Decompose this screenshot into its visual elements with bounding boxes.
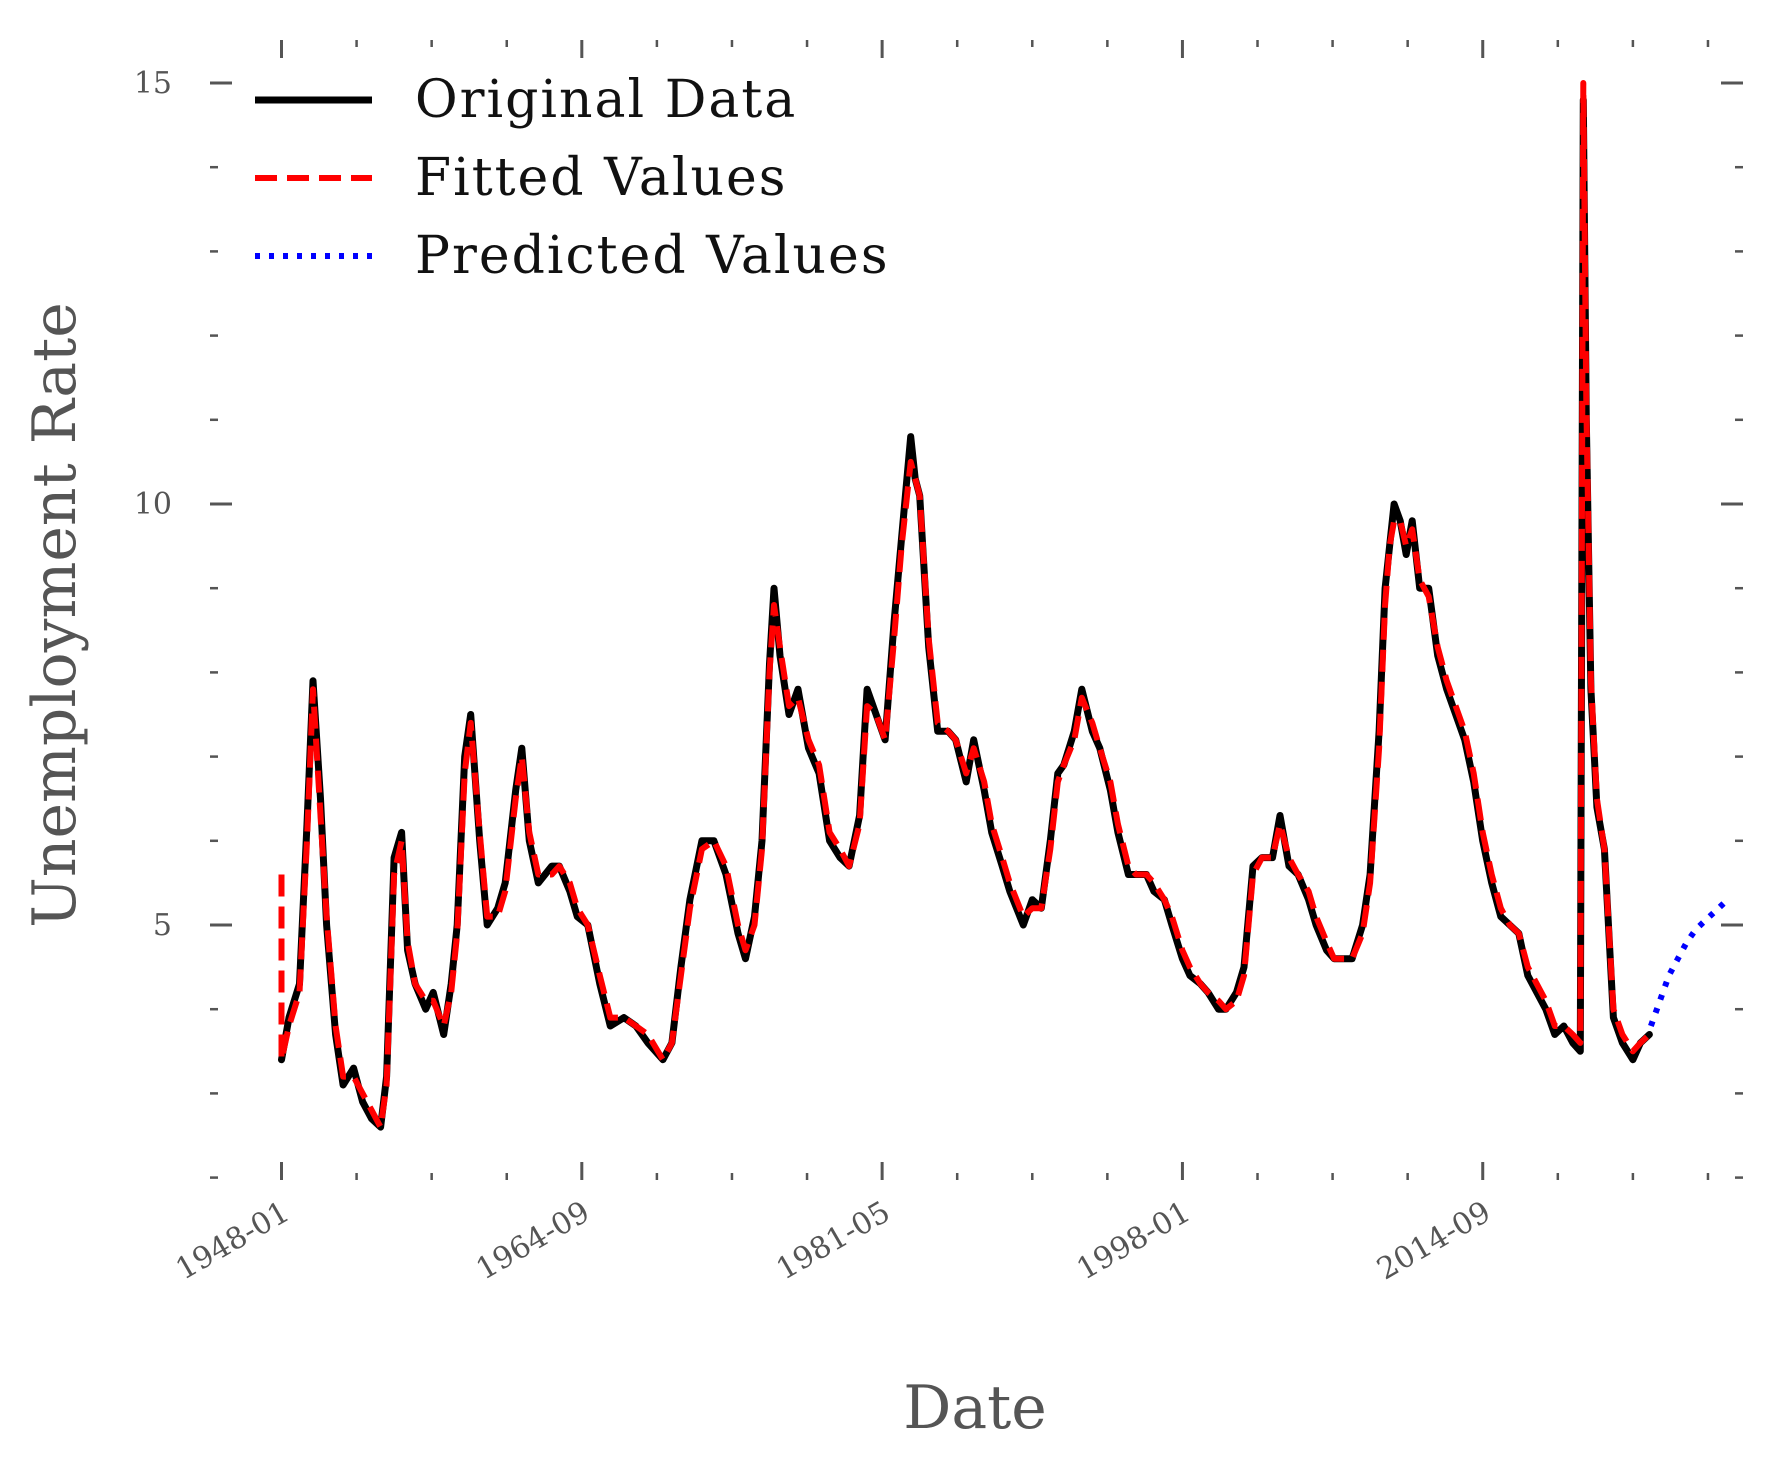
series-line-predicted-values (1648, 897, 1730, 1028)
series-layer (278, 80, 1730, 1131)
y-tick-label: 5 (153, 908, 172, 943)
x-tick-label: 1964-09 (470, 1195, 595, 1288)
x-tick-label: 1948-01 (170, 1195, 295, 1288)
legend: Original Data Fitted Values Predicted Valu… (255, 70, 890, 286)
series-line-fitted-values (278, 80, 1652, 1131)
y-tick-label: 15 (134, 66, 172, 101)
x-tick-label: 2014-09 (1371, 1195, 1496, 1288)
axis-ticks (210, 40, 1743, 1180)
legend-label: Predicted Values (415, 226, 890, 286)
y-tick-label: 10 (134, 487, 172, 522)
legend-label: Original Data (415, 70, 797, 130)
x-tick-label: 1998-01 (1071, 1195, 1196, 1288)
x-axis-title: Date (903, 1373, 1047, 1443)
x-tick-label: 1981-05 (771, 1195, 896, 1288)
y-axis-title: Unemployment Rate (20, 302, 90, 927)
legend-label: Fitted Values (415, 148, 787, 208)
